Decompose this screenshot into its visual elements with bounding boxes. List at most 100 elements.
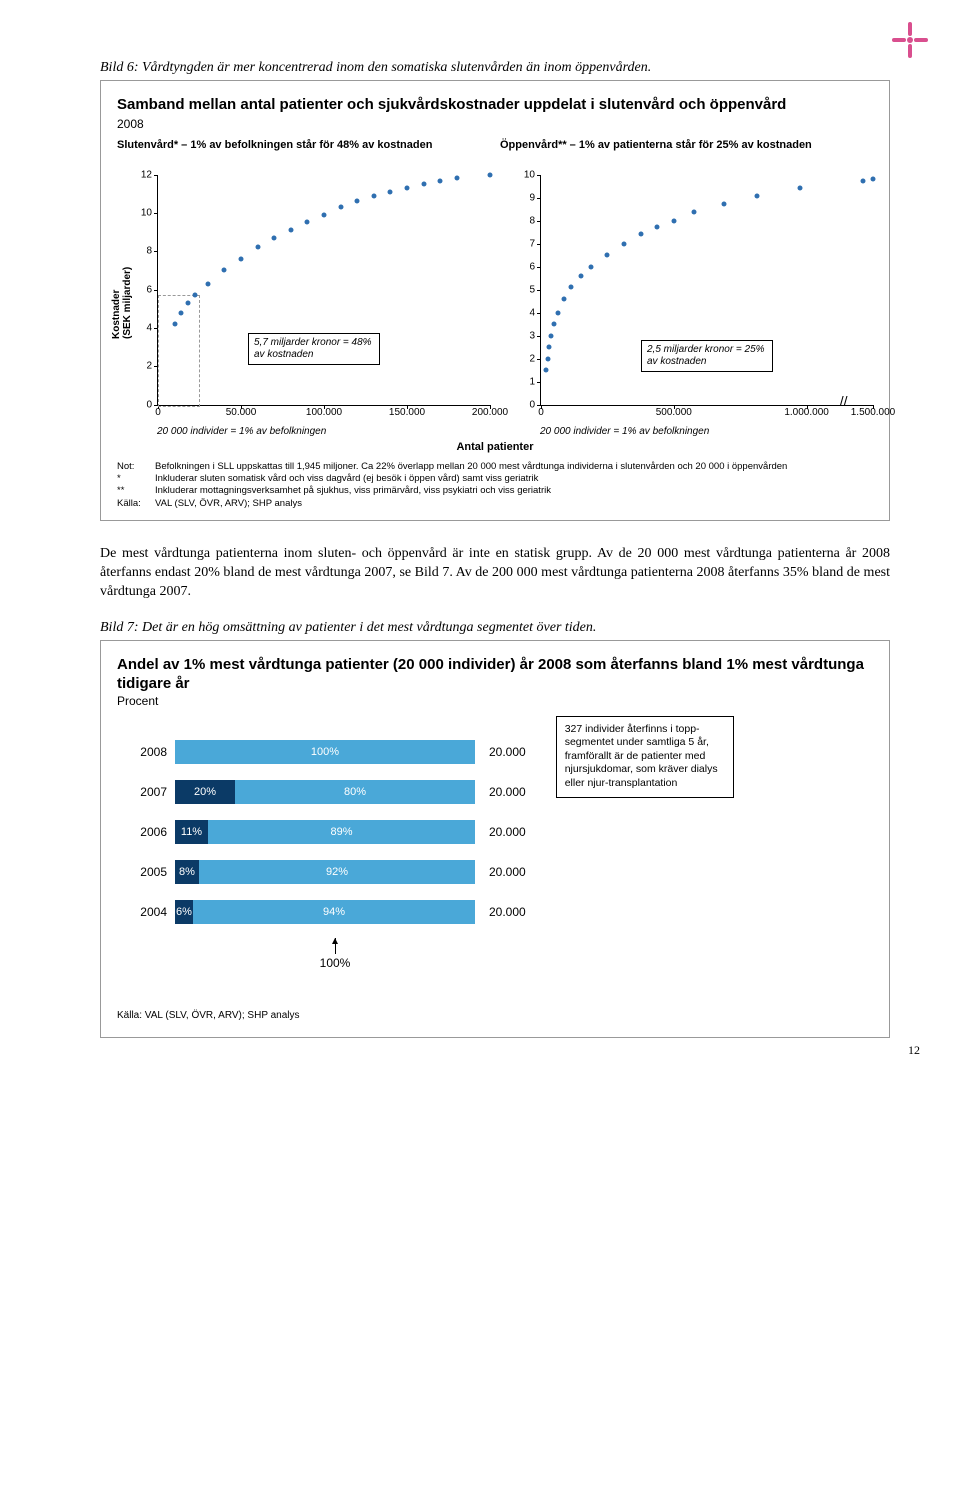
note-row: Källa:VAL (SLV, ÖVR, ARV); SHP analys (117, 498, 873, 510)
data-point (185, 300, 190, 305)
chart-annotation: 5,7 miljarder kronor = 48% av kostnaden (248, 333, 380, 365)
data-point (239, 256, 244, 261)
fig1-caption: Bild 6: Vårdtyngden är mer koncentrerad … (100, 60, 890, 76)
bar-seg-b: 94% (193, 900, 475, 924)
data-point (405, 185, 410, 190)
bar-seg-a: 11% (175, 820, 208, 844)
note-key: Not: (117, 461, 155, 473)
bar-seg-a: 20% (175, 780, 235, 804)
data-point (205, 281, 210, 286)
body-paragraph: De mest vårdtunga patienterna inom slute… (100, 545, 890, 602)
data-point (222, 268, 227, 273)
data-point (192, 293, 197, 298)
fig1-box: Samband mellan antal patienter och sjukv… (100, 80, 890, 521)
panel-oppenvard: Öppenvård** – 1% av patienterna står för… (500, 139, 873, 406)
note-row: **Inkluderar mottagningsverksamhet på sj… (117, 485, 873, 497)
data-point (545, 356, 550, 361)
ytick: 4 (513, 307, 535, 318)
bar-total: 20.000 (475, 905, 526, 919)
fig2-subtitle: Procent (117, 694, 873, 708)
below-text: 20 000 individer = 1% av befolkningen (157, 426, 490, 437)
data-point (371, 193, 376, 198)
data-point (754, 194, 759, 199)
data-point (548, 333, 553, 338)
bar-total: 20.000 (475, 785, 526, 799)
fig1-notes: Not:Befolkningen i SLL uppskattas till 1… (117, 461, 873, 510)
side-text-box: 327 individer återfinns i topp-segmentet… (556, 716, 734, 798)
data-point (562, 296, 567, 301)
fig1-below: 20 000 individer = 1% av befolkningen20 … (117, 426, 873, 437)
data-point (555, 310, 560, 315)
bar-stack: 6%94% (175, 900, 475, 924)
data-point (255, 245, 260, 250)
ytick: 2 (513, 353, 535, 364)
bar-stack: 8%92% (175, 860, 475, 884)
ytick: 10 (130, 207, 152, 218)
fig2-box: Andel av 1% mest vårdtunga patienter (20… (100, 640, 890, 1038)
bar-total: 20.000 (475, 745, 526, 759)
chart-annotation: 2,5 miljarder kronor = 25% av kostnaden (641, 340, 773, 372)
data-point (547, 345, 552, 350)
data-point (568, 285, 573, 290)
ytick: 0 (513, 399, 535, 410)
ytick: 2 (130, 361, 152, 372)
note-value: Inkluderar sluten somatisk vård och viss… (155, 473, 538, 485)
ytick: 8 (130, 246, 152, 257)
note-key: ** (117, 485, 155, 497)
bar-stack: 11%89% (175, 820, 475, 844)
ytick: 5 (513, 284, 535, 295)
axis-break: // (840, 399, 848, 405)
data-point (552, 322, 557, 327)
data-point (578, 273, 583, 278)
ytick: 10 (513, 169, 535, 180)
fig2-title: Andel av 1% mest vårdtunga patienter (20… (117, 655, 873, 694)
bar-seg-b: 100% (175, 740, 475, 764)
page-number: 12 (908, 1043, 920, 1058)
data-point (338, 205, 343, 210)
data-point (588, 264, 593, 269)
bar-seg-a: 6% (175, 900, 193, 924)
data-point (605, 253, 610, 258)
data-point (355, 199, 360, 204)
note-value: Befolkningen i SLL uppskattas till 1,945… (155, 461, 787, 473)
data-point (322, 212, 327, 217)
bar-row: 200720%80%20.000 (117, 778, 526, 806)
bar-seg-a: 8% (175, 860, 199, 884)
ytick: 8 (513, 215, 535, 226)
note-value: Inkluderar mottagningsverksamhet på sjuk… (155, 485, 551, 497)
panel-header: Öppenvård** – 1% av patienterna står för… (500, 139, 873, 169)
data-point (871, 177, 876, 182)
bar-year: 2008 (117, 745, 175, 759)
data-point (288, 228, 293, 233)
fig2-source: Källa: VAL (SLV, ÖVR, ARV); SHP analys (117, 1010, 873, 1021)
scatter-plot: 024681012050.000100.000150.000200.0005,7… (157, 175, 490, 406)
bar-row: 20046%94%20.000 (117, 898, 526, 926)
fig1-panels: Slutenvård* – 1% av befolkningen står fö… (117, 139, 873, 406)
ytick: 6 (513, 261, 535, 272)
ytick: 6 (130, 284, 152, 295)
data-point (543, 368, 548, 373)
data-point (861, 179, 866, 184)
bar-year: 2004 (117, 905, 175, 919)
data-point (721, 202, 726, 207)
note-row: Not:Befolkningen i SLL uppskattas till 1… (117, 461, 873, 473)
ytick: 4 (130, 322, 152, 333)
ytick: 9 (513, 192, 535, 203)
bar-total: 20.000 (475, 825, 526, 839)
bar-row: 200611%89%20.000 (117, 818, 526, 846)
data-point (172, 322, 177, 327)
bar-stack: 100% (175, 740, 475, 764)
panel-header: Slutenvård* – 1% av befolkningen står fö… (117, 139, 490, 169)
data-point (454, 176, 459, 181)
note-key: Källa: (117, 498, 155, 510)
data-point (305, 220, 310, 225)
note-key: * (117, 473, 155, 485)
data-point (655, 225, 660, 230)
ytick: 7 (513, 238, 535, 249)
bar-seg-b: 89% (208, 820, 475, 844)
fig2-caption: Bild 7: Det är en hög omsättning av pati… (100, 620, 890, 636)
ytick: 0 (130, 399, 152, 410)
bar-seg-b: 80% (235, 780, 475, 804)
bar-year: 2007 (117, 785, 175, 799)
bar-stack: 20%80% (175, 780, 475, 804)
